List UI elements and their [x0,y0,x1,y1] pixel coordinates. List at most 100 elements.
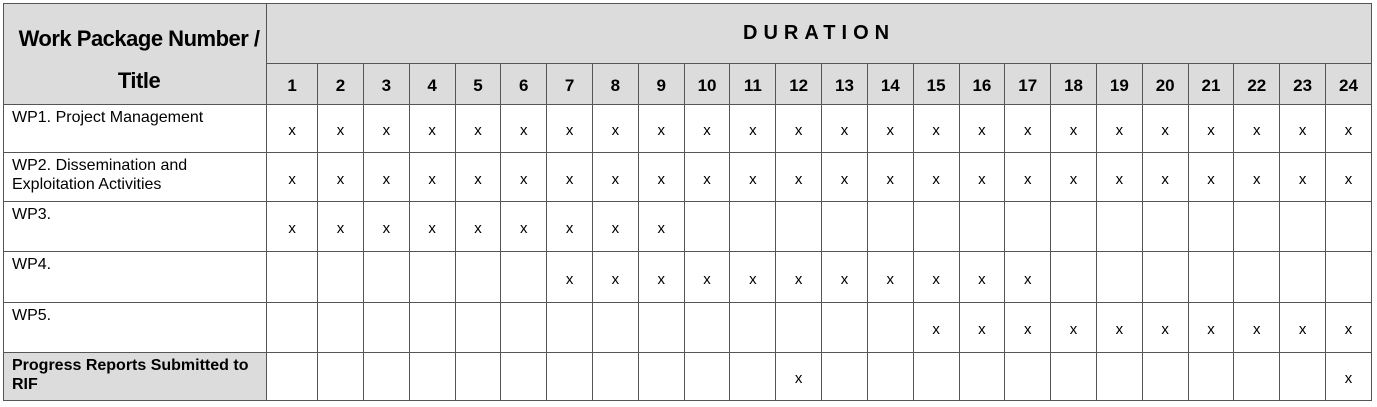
duration-header: DURATION [266,3,1372,64]
month-cell: x [1187,302,1235,353]
month-header-1: 1 [266,63,319,105]
month-cell: x [1004,152,1052,202]
month-cell: x [546,152,593,202]
activity-mark: x [1161,321,1169,338]
month-header-17: 17 [1004,63,1052,105]
month-cell [821,352,868,401]
month-cell: x [1279,152,1326,202]
month-cell [266,251,319,303]
activity-mark: x [520,122,528,139]
activity-mark: x [794,370,803,387]
month-cell [408,352,456,401]
activity-mark: x [932,321,940,338]
month-cell [408,251,456,303]
month-cell [683,201,731,252]
month-cell: x [958,152,1006,202]
month-cell: x [317,201,364,252]
month-cell [500,352,548,401]
month-cell [1279,352,1326,401]
month-cell: x [317,152,364,202]
month-header-15: 15 [912,63,960,105]
month-cell [683,302,731,353]
month-cell: x [454,201,502,252]
activity-mark: x [657,270,665,288]
activity-mark: x [565,122,574,139]
month-cell: x [775,251,823,303]
activity-mark: x [474,170,482,188]
month-cell [683,352,731,401]
month-cell [362,352,410,401]
month-cell [1095,251,1143,303]
month-cell [821,201,868,252]
month-cell: x [408,201,456,252]
month-cell: x [500,104,548,153]
activity-mark: x [657,122,665,139]
work-package-title-header: Work Package Number / Title [2,3,268,105]
activity-mark: x [1069,321,1078,338]
month-cell: x [775,152,823,202]
month-cell [866,302,914,353]
activity-mark: x [1253,122,1261,139]
month-cell: x [1325,152,1372,202]
month-cell [1233,201,1281,252]
month-header-4: 4 [408,63,456,105]
month-cell: x [362,104,410,153]
month-cell: x [683,152,731,202]
month-cell [729,201,777,252]
month-cell [1095,352,1143,401]
month-cell [266,352,319,401]
table-row: WP2. Dissemination and Exploitation Acti… [2,152,1372,202]
month-cell: x [1141,152,1189,202]
month-cell [500,251,548,303]
month-cell: x [592,152,639,202]
month-cell: x [266,201,319,252]
month-cell [821,302,868,353]
month-cell [1050,201,1097,252]
month-cell: x [1233,104,1281,153]
table-row: WP3. x x x x x x x x x [2,201,1372,252]
month-cell: x [637,251,685,303]
month-cell: x [408,152,456,202]
month-cell [266,302,319,353]
month-cell: x [454,104,502,153]
activity-mark: x [1298,122,1307,139]
activity-mark: x [520,170,528,188]
month-cell: x [958,251,1006,303]
activity-mark: x [657,170,665,188]
month-cell [546,352,593,401]
month-cell: x [729,104,777,153]
month-cell: x [683,251,731,303]
work-package-label: WP4. [2,251,268,303]
month-cell [1141,352,1189,401]
month-cell: x [821,152,868,202]
month-cell [637,302,685,353]
month-cell: x [1004,302,1052,353]
activity-mark: x [336,122,345,139]
activity-mark: x [703,270,711,288]
activity-mark: x [1069,122,1078,139]
month-cell [1325,251,1372,303]
month-cell [729,352,777,401]
month-cell [1187,352,1235,401]
month-cell: x [775,104,823,153]
month-cell [637,352,685,401]
activity-mark: x [978,122,986,139]
month-cell: x [1279,302,1326,353]
activity-mark: x [336,220,345,237]
month-cell: x [866,104,914,153]
month-header-13: 13 [821,63,868,105]
month-cell [454,352,502,401]
month-cell [866,352,914,401]
activity-mark: x [840,170,849,188]
month-cell [317,302,364,353]
month-cell: x [912,302,960,353]
month-cell [362,251,410,303]
activity-mark: x [288,122,296,139]
month-cell [1187,201,1235,252]
work-package-label: WP1. Project Management [2,104,268,153]
month-cell [958,352,1006,401]
month-cell [1050,251,1097,303]
month-cell: x [1141,302,1189,353]
month-cell: x [362,201,410,252]
activity-mark: x [1161,122,1169,139]
